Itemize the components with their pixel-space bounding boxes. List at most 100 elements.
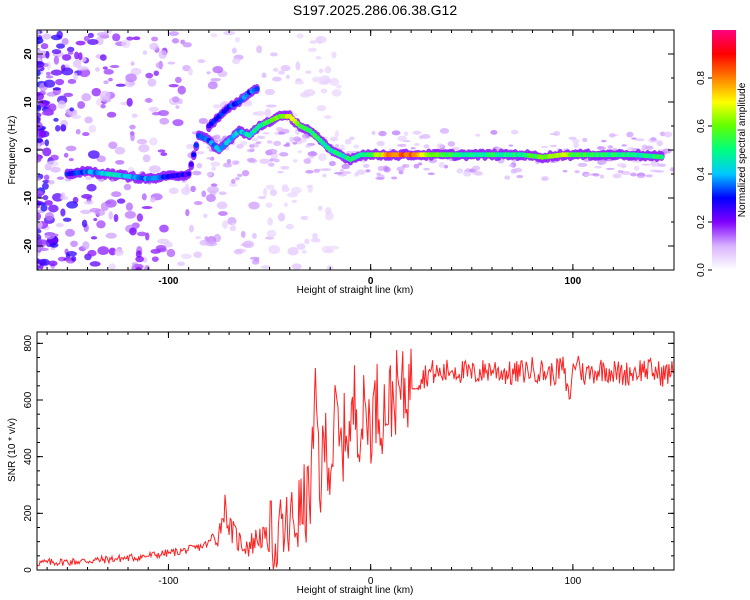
- spectrogram-noise-cell: [70, 240, 78, 248]
- spectrogram-noise-cell: [164, 241, 173, 248]
- spectrogram-noise-cell: [144, 264, 151, 270]
- spectrogram-noise-cell: [264, 108, 272, 118]
- spectrogram-noise-cell: [212, 65, 224, 74]
- spectrogram-noise-cell: [283, 202, 289, 208]
- spectrogram-halo-cell: [278, 152, 289, 157]
- spectrogram-noise-cell: [108, 77, 113, 82]
- spectrogram-noise-cell: [114, 146, 126, 155]
- spectrogram-halo-cell: [397, 135, 408, 142]
- spectrogram-halo-cell: [391, 176, 398, 180]
- spectrogram-noise-cell: [42, 147, 52, 157]
- spectrogram-noise-cell: [77, 66, 89, 71]
- spectrogram-halo-cell: [322, 173, 327, 178]
- spectrogram-noise-cell: [51, 49, 62, 55]
- spectrogram-noise-cell: [207, 186, 219, 194]
- spectrogram-noise-cell: [278, 70, 286, 75]
- spectrogram-noise-cell: [37, 92, 45, 101]
- spectrogram-noise-cell: [87, 150, 100, 159]
- spectrogram-noise-cell: [167, 61, 176, 65]
- colorbar: 0.0 0.2 0.4 0.6 0.8 Normalized spectral ampl…: [696, 30, 748, 277]
- spectrogram-noise-cell: [218, 211, 228, 217]
- spectrogram-noise-cell: [103, 80, 109, 85]
- spectrogram-halo-cell: [650, 161, 660, 167]
- spectrogram-noise-cell: [135, 267, 142, 270]
- spectrogram-halo-cell: [246, 157, 256, 163]
- spectrogram-halo-cell: [423, 144, 430, 149]
- spectrogram-halo-cell: [405, 163, 410, 168]
- spectrogram-noise-cell: [37, 265, 41, 270]
- spectrogram-noise-cell: [40, 43, 49, 50]
- spectrogram-ytick-label: 10: [23, 96, 34, 108]
- spectrogram-noise-cell: [264, 88, 275, 96]
- spectrogram-halo-cell: [612, 173, 622, 179]
- spectrogram-ylabel: Frequency (Hz): [7, 116, 18, 185]
- spectrogram-noise-cell: [241, 169, 250, 177]
- spectrogram-halo-cell: [273, 140, 282, 147]
- spectrogram-noise-cell: [312, 76, 322, 83]
- spectrogram-noise-cell: [150, 197, 156, 203]
- spectrogram-noise-cell: [310, 237, 321, 243]
- spectrogram-halo-cell: [634, 138, 645, 142]
- spectrogram-noise-cell: [141, 193, 147, 201]
- spectrogram-halo-cell: [192, 170, 202, 176]
- spectrogram-halo-cell: [211, 166, 217, 171]
- spectrogram-noise-cell: [105, 232, 117, 239]
- spectrogram-noise-cell: [231, 222, 236, 230]
- spectrogram-halo-cell: [313, 168, 320, 173]
- spectrogram-halo-cell: [541, 177, 548, 180]
- spectrogram-noise-cell: [121, 39, 131, 48]
- spectrogram-halo-cell: [649, 169, 660, 173]
- spectrogram-noise-cell: [124, 210, 136, 219]
- spectrogram-noise-cell: [83, 35, 90, 42]
- spectrogram-halo-cell: [226, 159, 232, 164]
- spectrogram-noise-cell: [132, 36, 141, 41]
- spectrogram-noise-cell: [315, 56, 322, 60]
- spectrogram-noise-cell: [193, 251, 202, 259]
- spectrogram-halo-cell: [270, 158, 276, 161]
- spectrogram-xlabel: Height of straight line (km): [297, 285, 414, 296]
- spectrogram-noise-cell: [159, 224, 169, 233]
- spectrogram-noise-cell: [216, 201, 228, 210]
- spectrogram-noise-cell: [60, 208, 66, 217]
- spectrogram-halo-cell: [436, 143, 444, 149]
- spectrogram-halo-cell: [292, 141, 298, 145]
- spectrogram-halo-cell: [186, 143, 195, 150]
- spectrogram-halo-cell: [410, 147, 416, 150]
- spectrogram-noise-cell: [109, 64, 120, 69]
- spectrogram-noise-cell: [267, 162, 275, 167]
- spectrogram-halo-cell: [330, 136, 338, 142]
- spectrogram-noise-cell: [42, 194, 49, 201]
- spectrogram-noise-cell: [195, 235, 202, 240]
- spectrogram-noise-cell: [255, 110, 266, 116]
- spectrogram-halo-cell: [412, 130, 422, 135]
- snr-panel: -100 0 100 0 200 400 600 800 Height of straight…: [7, 331, 675, 596]
- spectrogram-marks: [37, 30, 674, 270]
- spectrogram-noise-cell: [151, 36, 159, 42]
- spectrogram-xtick-label: 0: [368, 276, 374, 287]
- spectrogram-noise-cell: [307, 47, 317, 53]
- spectrogram-noise-cell: [108, 263, 116, 270]
- spectrogram-noise-cell: [38, 247, 49, 252]
- spectrogram-noise-cell: [210, 77, 222, 82]
- spectrogram-halo-cell: [305, 144, 312, 148]
- spectrogram-noise-cell: [287, 247, 299, 256]
- spectrogram-noise-cell: [331, 51, 337, 59]
- spectrogram-halo-cell: [262, 132, 270, 135]
- spectrogram-noise-cell: [172, 96, 180, 103]
- spectrogram-noise-cell: [253, 257, 260, 262]
- spectrogram-noise-cell: [145, 72, 154, 79]
- spectrogram-noise-cell: [63, 152, 69, 158]
- spectrogram-halo-cell: [656, 140, 663, 147]
- spectrogram-noise-cell: [182, 42, 192, 48]
- spectrogram-noise-cell: [185, 183, 190, 192]
- spectrogram-halo-cell: [292, 159, 298, 163]
- spectrogram-noise-cell: [190, 185, 196, 193]
- spectrogram-noise-cell: [236, 173, 243, 178]
- spectrogram-noise-cell: [60, 124, 67, 132]
- spectrogram-halo-cell: [640, 148, 645, 152]
- spectrogram-noise-cell: [37, 200, 44, 205]
- spectrogram-noise-cell: [87, 249, 97, 257]
- spectrogram-halo-cell: [452, 146, 460, 151]
- spectrogram-noise-cell: [269, 52, 278, 57]
